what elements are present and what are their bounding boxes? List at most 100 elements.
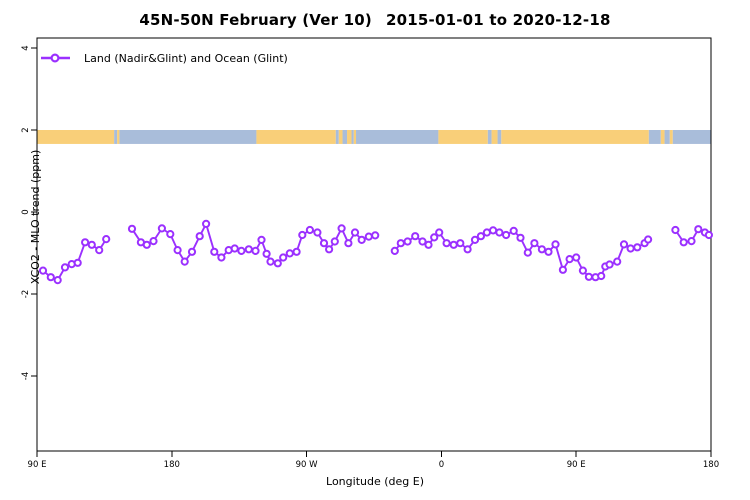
data-point: [694, 225, 703, 234]
data-point: [210, 247, 219, 256]
data-point: [679, 238, 688, 247]
data-point: [418, 237, 427, 246]
map-band-ocean-segment: [351, 130, 354, 144]
map-band-land-segment: [347, 130, 352, 144]
data-point: [298, 230, 307, 240]
map-band-land-segment: [338, 130, 343, 144]
map-band-ocean-segment: [487, 130, 492, 144]
data-point: [357, 235, 366, 244]
data-point: [230, 244, 239, 253]
x-tick-label: 0: [439, 460, 444, 470]
data-point: [403, 237, 412, 246]
data-point: [509, 226, 518, 235]
data-point: [565, 255, 574, 264]
data-point: [285, 249, 294, 258]
data-point: [411, 232, 420, 241]
data-point: [319, 239, 329, 248]
data-point: [626, 244, 635, 253]
data-point: [142, 240, 151, 249]
data-point: [237, 246, 246, 255]
data-point: [279, 253, 288, 262]
data-point: [149, 237, 158, 246]
data-point: [456, 239, 465, 248]
data-point: [523, 248, 532, 257]
data-point: [633, 243, 642, 252]
data-point: [337, 224, 346, 233]
map-band-ocean-segment: [342, 130, 348, 144]
legend: Land (Nadir&Glint) and Ocean (Glint): [40, 50, 288, 66]
data-point: [53, 276, 62, 285]
data-point: [187, 247, 197, 256]
data-point: [502, 230, 511, 240]
map-band-land-segment: [660, 130, 665, 144]
data-point: [390, 246, 399, 255]
data-point: [81, 238, 90, 247]
data-point: [217, 253, 226, 262]
data-point: [671, 225, 680, 235]
data-point: [266, 257, 275, 266]
map-band-ocean-segment: [114, 130, 118, 144]
map-band-land-segment: [438, 130, 488, 144]
data-point: [584, 272, 594, 281]
data-point: [157, 224, 166, 233]
data-point: [463, 245, 472, 254]
data-point: [435, 228, 444, 237]
data-point: [87, 240, 96, 249]
data-point: [60, 263, 70, 272]
data-point: [704, 230, 714, 240]
data-point: [537, 245, 547, 254]
data-point: [325, 245, 334, 254]
chart-title: 45N-50N February (Ver 10) 2015-01-01 to …: [0, 11, 750, 29]
map-band-ocean-segment: [356, 130, 439, 144]
data-point: [605, 260, 614, 269]
data-point: [470, 235, 480, 244]
data-point: [489, 226, 498, 235]
x-axis-title: Longitude (deg E): [326, 475, 424, 488]
y-tick-label: 0: [21, 209, 31, 214]
data-point: [619, 240, 629, 249]
map-band-ocean-segment: [648, 130, 661, 144]
data-point: [430, 233, 439, 242]
data-point: [544, 247, 553, 256]
map-band-land-segment: [353, 130, 357, 144]
y-tick-label: 2: [21, 127, 31, 132]
data-point: [180, 257, 189, 266]
data-point: [350, 228, 360, 237]
data-point: [551, 240, 560, 249]
data-point: [292, 247, 301, 256]
data-point: [449, 240, 458, 249]
data-point: [597, 271, 606, 281]
data-point: [344, 239, 353, 248]
x-tick-label: 90 E: [567, 460, 586, 470]
legend-line-marker-icon: [41, 53, 70, 63]
x-tick-label: 90 W: [296, 460, 319, 470]
data-point: [262, 249, 271, 258]
x-tick-label: 180: [703, 460, 719, 470]
data-point: [173, 246, 182, 255]
plot-box: [36, 37, 712, 452]
data-point: [558, 265, 568, 274]
data-point: [495, 228, 504, 237]
chart-title-daterange: 2015-01-01 to 2020-12-18: [386, 11, 611, 29]
data-point: [127, 224, 137, 233]
data-point: [313, 228, 322, 237]
data-point: [572, 253, 581, 262]
data-point: [442, 239, 451, 248]
data-point: [195, 232, 204, 241]
data-point: [330, 237, 339, 246]
data-point: [102, 235, 111, 244]
data-point: [73, 258, 82, 267]
map-band-land-segment: [37, 130, 115, 144]
map-band-ocean-segment: [119, 130, 257, 144]
data-point: [166, 230, 175, 239]
map-band-land-segment: [669, 130, 673, 144]
map-band-land-segment: [491, 130, 498, 144]
map-band-ocean-segment: [335, 130, 339, 144]
legend-label: Land (Nadir&Glint) and Ocean (Glint): [84, 51, 288, 65]
data-point: [476, 232, 485, 241]
x-tick-label: 180: [164, 460, 180, 470]
map-band-land-segment: [256, 130, 336, 144]
map-band-ocean-segment: [664, 130, 670, 144]
